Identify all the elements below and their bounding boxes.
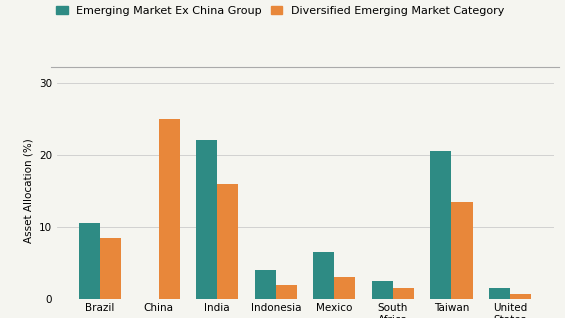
Bar [255,270,276,299]
Bar [489,288,510,299]
Bar [276,285,297,299]
Bar [196,140,218,299]
Bar [159,119,180,299]
Bar [218,183,238,299]
Bar [79,223,100,299]
Bar [372,281,393,299]
Bar [393,288,414,299]
Legend: Emerging Market Ex China Group, Diversified Emerging Market Category: Emerging Market Ex China Group, Diversif… [56,5,505,16]
Bar [314,252,334,299]
Bar [431,151,451,299]
Y-axis label: Asset Allocation (%): Asset Allocation (%) [24,138,34,243]
Bar [100,238,121,299]
Bar [451,202,472,299]
Bar [334,277,355,299]
Bar [510,294,531,299]
